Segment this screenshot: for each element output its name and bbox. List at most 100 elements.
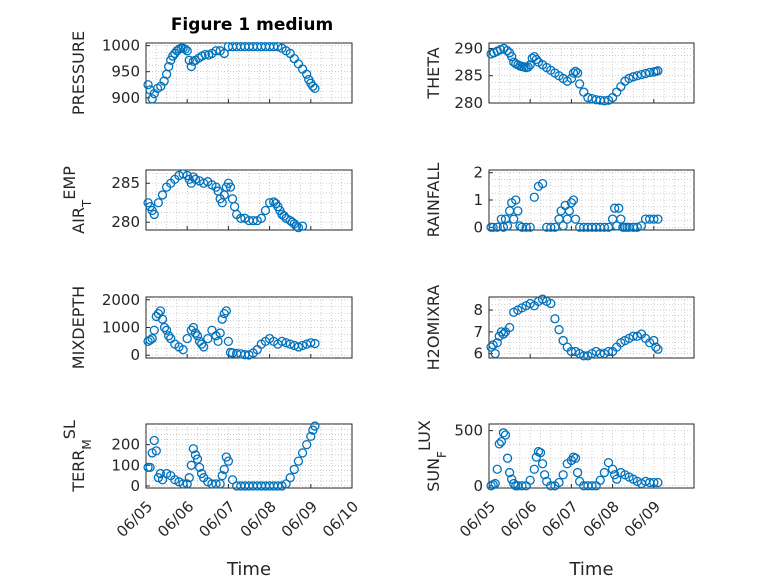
data-point [599,222,610,232]
data-point [500,430,511,440]
y-tick-label: 100 [111,456,140,474]
data-point [550,314,560,324]
data-point [145,335,155,345]
data-point [306,431,316,442]
data-point [297,340,308,351]
data-point [213,336,223,347]
data-point [513,206,523,216]
data-point [184,55,194,65]
data-point [164,61,174,72]
data-point [595,475,605,485]
data-point [180,44,190,54]
data-point [186,61,196,72]
data-point [149,435,159,446]
data-point [297,448,308,458]
y-tick-label: 1000 [102,319,140,337]
data-point [628,72,638,82]
data-point [492,464,502,474]
data-point [215,479,225,489]
data-point [502,45,512,56]
data-point [281,338,291,348]
data-point [219,308,229,319]
data-point [143,80,153,90]
y-tick-label: 200 [111,436,140,454]
data-point [178,479,188,489]
data-point [566,346,577,357]
data-point [494,439,504,449]
data-point [219,464,229,475]
data-point [159,322,170,333]
data-point [188,322,199,333]
y-tick-label: 0 [473,218,483,236]
y-tick-label: 2000 [102,291,140,309]
y-axis-label: RAINFALL [424,163,443,238]
data-point [502,221,513,231]
data-point [628,331,638,341]
subplot-6: 6 7 8 H2OMIXRA [424,285,695,371]
data-point [554,325,564,335]
y-axis-label: AIRTEMP [60,166,95,234]
data-point [603,457,614,468]
y-axis-label: TERRMSL [60,420,95,493]
axes-box [488,423,695,489]
data-point [178,169,188,179]
data-point [306,338,316,348]
data-point [310,83,320,94]
data-point [219,48,229,59]
data-point [632,71,642,81]
data-point [256,213,267,223]
data-point [566,73,577,84]
data-point [509,214,519,224]
data-point [297,221,308,231]
data-point [531,54,542,65]
y-tick-label: 900 [111,89,140,107]
data-point [211,479,221,489]
y-tick-label: 2 [473,164,483,182]
data-point [221,306,231,316]
data-point [498,222,509,232]
data-point [186,460,196,470]
y-tick-label: 280 [111,213,140,231]
data-point [507,474,517,484]
data-point [217,314,227,324]
data-point [486,342,496,352]
data-point [502,453,513,463]
data-point [529,464,539,474]
data-point [568,195,579,205]
data-point [194,462,205,473]
y-tick-label: 8 [473,301,483,319]
data-point [610,203,620,213]
data-point [302,69,312,79]
data-point [293,456,304,466]
data-point [289,464,299,475]
data-point [529,192,539,202]
data-point [285,473,295,483]
y-tick-label: 280 [454,94,483,112]
data-point [636,69,647,80]
data-point [488,222,498,232]
subplot-1: 900 950 1000 PRESSURE [69,31,353,115]
data-point [496,327,507,337]
data-point [188,444,199,454]
y-tick-label: 0 [130,477,140,495]
y-axis-label: PRESSURE [69,31,88,115]
data-point [199,342,209,352]
data-point [572,68,583,78]
data-point [546,298,556,309]
subplot-3: 280 285 AIRTEMP [60,166,353,234]
y-tick-label: 290 [454,39,483,57]
data-point [539,470,550,480]
data-point [182,333,192,344]
data-point [649,335,659,346]
x-axis-label: Time [226,559,271,580]
data-point [507,51,517,62]
y-tick-label: 500 [454,422,483,440]
data-point [310,338,320,349]
data-point [310,421,320,431]
data-point [525,475,535,485]
data-point [302,439,312,450]
y-axis-label: H2OMIXRA [424,285,443,371]
y-axis-label: MIXDEPTH [69,286,88,369]
